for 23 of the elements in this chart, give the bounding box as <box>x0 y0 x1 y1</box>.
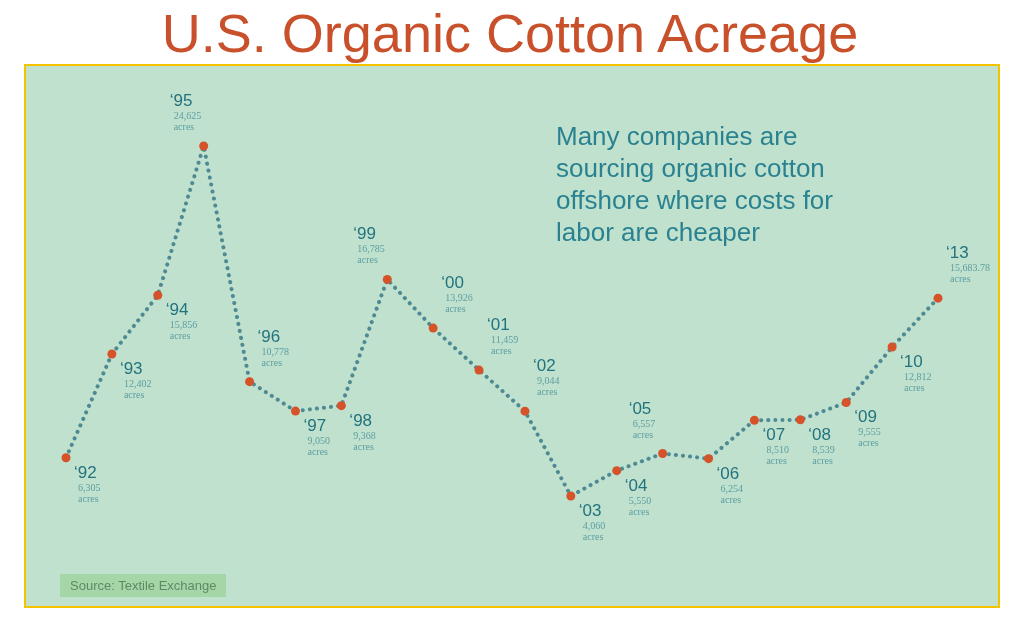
data-label: ‘02 9,044 acres <box>532 356 560 398</box>
data-label: ‘07 8,510 acres <box>762 425 789 467</box>
data-label: ‘04 5,550 acres <box>624 475 652 517</box>
data-label: ‘13 15,683.78 acres <box>946 243 990 285</box>
data-label: ‘97 9,050 acres <box>303 416 330 458</box>
data-label: ‘96 10,778 acres <box>257 326 290 368</box>
data-label: ‘06 6,254 acres <box>716 463 744 505</box>
data-label: ‘08 8,539 acres <box>808 424 835 466</box>
chart-title: U.S. Organic Cotton Acreage <box>160 2 860 64</box>
data-label: ‘93 12,402 acres <box>119 359 152 401</box>
data-label: ‘09 9,555 acres <box>854 407 881 449</box>
data-label: ‘94 15,856 acres <box>165 300 198 342</box>
data-label: ‘05 6,557 acres <box>628 398 656 440</box>
data-label: ‘01 11,459 acres <box>487 315 519 357</box>
source-note: Source: Textile Exchange <box>60 574 227 597</box>
annotation: Many companies are sourcing organic cotton offshore where costs for labor are cheaper <box>556 120 834 248</box>
data-label: ‘99 16,785 acres <box>353 224 385 266</box>
data-label: ‘03 4,060 acres <box>578 501 606 542</box>
data-label: ‘00 13,926 acres <box>441 273 473 315</box>
data-label: ‘95 24,625 acres <box>169 91 202 132</box>
data-label: ‘98 9,368 acres <box>349 410 376 452</box>
data-label: ‘92 6,305 acres <box>74 462 101 504</box>
data-label: ‘10 12,812 acres <box>900 352 932 394</box>
